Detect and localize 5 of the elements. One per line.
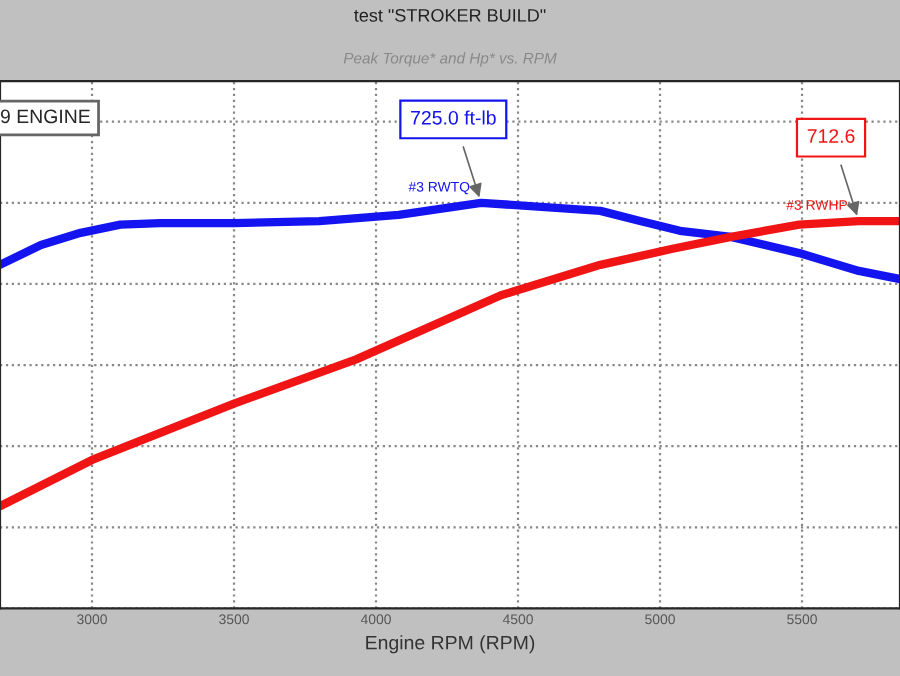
chart-title: test "STROKER BUILD" [354, 8, 546, 22]
text: 9 ENGINE [0, 109, 90, 124]
annotation: 712.6 [807, 129, 855, 143]
annotation: 725.0 ft-lb [411, 110, 496, 125]
x-axis-title: Engine RPM (RPM) [366, 635, 535, 654]
